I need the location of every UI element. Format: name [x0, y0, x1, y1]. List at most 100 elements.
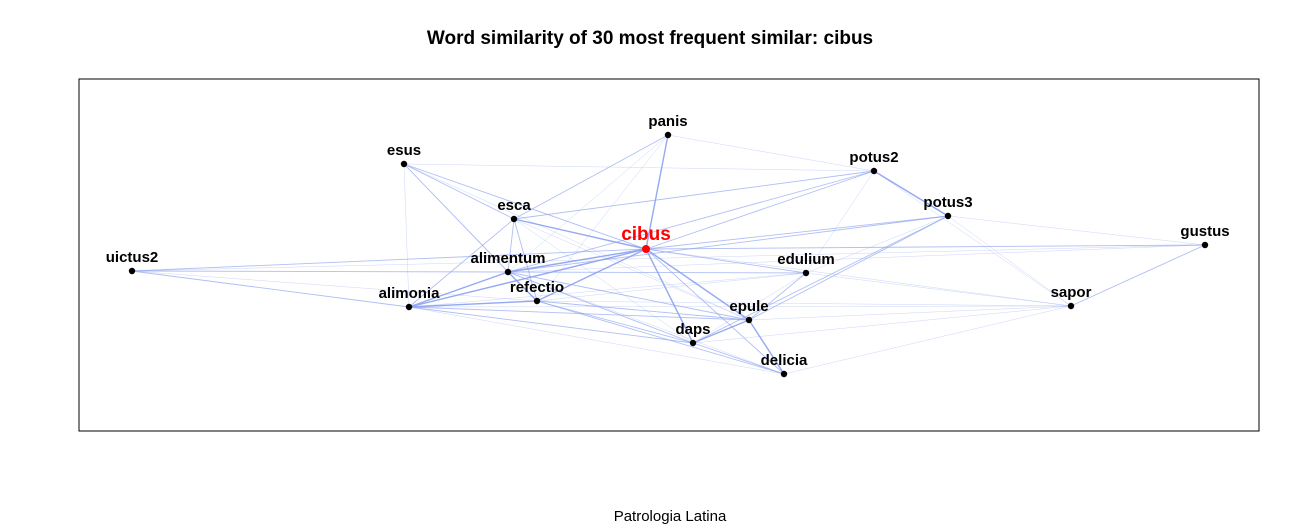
- plot-frame: [78, 78, 1260, 432]
- edge-esca-daps: [513, 218, 694, 344]
- edge-alimentum-alimonia: [408, 271, 509, 308]
- edge-esca-refectio: [513, 218, 538, 302]
- edge-cibus-esca: [513, 218, 647, 250]
- node-daps: [689, 339, 697, 347]
- edge-panis-alimentum: [507, 134, 669, 273]
- edge-esca-alimentum: [507, 218, 515, 273]
- edge-alimonia-sapor: [408, 305, 1072, 308]
- node-label-alimentum: alimentum: [470, 250, 545, 267]
- node-label-refectio: refectio: [510, 279, 564, 296]
- edge-uictus2-alimonia: [131, 270, 410, 308]
- edge-cibus-refectio: [536, 248, 647, 302]
- edge-cibus-delicia: [645, 248, 785, 375]
- node-label-cibus: cibus: [621, 224, 671, 245]
- chart-title: Word similarity of 30 most frequent simi…: [426, 28, 874, 49]
- node-label-epule: epule: [729, 298, 768, 315]
- edge-potus3-epule: [748, 215, 949, 321]
- edge-esca-epule: [513, 218, 750, 321]
- edge-refectio-epule: [536, 300, 750, 321]
- edge-epule-edulium: [748, 272, 807, 321]
- edge-cibus-sapor: [645, 248, 1072, 307]
- edge-potus3-sapor: [947, 215, 1072, 307]
- node-potus3: [944, 212, 952, 220]
- edge-cibus-alimonia: [408, 248, 647, 308]
- edge-gustus-uictus2: [131, 244, 1206, 272]
- edge-epule-daps: [692, 319, 750, 344]
- edge-alimentum-delicia: [507, 271, 785, 375]
- node-esca: [510, 215, 518, 223]
- edge-cibus-esus: [403, 163, 647, 250]
- edge-cibus-daps: [645, 248, 694, 344]
- edge-uictus2-alimentum: [131, 270, 509, 273]
- node-alimonia: [405, 303, 413, 311]
- node-esus: [400, 160, 408, 168]
- edge-refectio-edulium: [536, 272, 807, 302]
- edge-esus-potus2: [403, 163, 875, 172]
- edge-cibus-potus3: [645, 215, 949, 250]
- edge-esca-alimonia: [408, 218, 515, 308]
- edge-refectio-sapor: [536, 300, 1072, 307]
- edge-cibus-alimentum: [507, 248, 647, 273]
- edge-esus-alimentum: [403, 163, 509, 273]
- node-layer: [128, 131, 1209, 378]
- node-label-edulium: edulium: [777, 251, 835, 268]
- edge-epule-delicia: [748, 319, 785, 375]
- edge-alimentum-daps: [507, 271, 694, 344]
- edge-cibus-epule: [645, 248, 750, 321]
- node-cibus: [642, 245, 650, 253]
- edge-alimonia-delicia: [408, 306, 785, 375]
- edge-cibus-potus2: [645, 170, 875, 250]
- edge-daps-edulium: [692, 272, 807, 344]
- edge-cibus-uictus2: [131, 248, 647, 272]
- edge-potus2-sapor: [873, 170, 1072, 307]
- edge-potus3-edulium: [805, 215, 949, 274]
- edge-esca-panis: [513, 134, 669, 220]
- node-label-panis: panis: [648, 113, 687, 130]
- edge-esca-potus2: [513, 170, 875, 220]
- edge-refectio-daps: [536, 300, 694, 344]
- edge-alimentum-refectio: [507, 271, 538, 302]
- node-label-gustus: gustus: [1180, 223, 1229, 240]
- edge-layer: [131, 134, 1206, 375]
- node-label-potus2: potus2: [849, 149, 898, 166]
- edge-gustus-sapor: [1070, 244, 1206, 307]
- edge-cibus-gustus: [645, 244, 1206, 250]
- edge-daps-sapor: [692, 305, 1072, 344]
- node-gustus: [1201, 241, 1209, 249]
- edge-delicia-sapor: [783, 305, 1072, 375]
- edge-epule-sapor: [748, 305, 1072, 321]
- edge-potus2-edulium: [805, 170, 875, 274]
- edge-esus-epule: [403, 163, 750, 321]
- edge-alimonia-refectio: [408, 300, 538, 308]
- edge-panis-potus2: [667, 134, 875, 172]
- edge-refectio-delicia: [536, 300, 785, 375]
- edge-alimentum-edulium: [507, 271, 807, 274]
- node-label-potus3: potus3: [923, 194, 972, 211]
- node-label-alimonia: alimonia: [379, 285, 441, 302]
- edge-cibus-edulium: [645, 248, 807, 274]
- edge-uictus2-refectio: [131, 270, 538, 302]
- node-label-sapor: sapor: [1051, 284, 1092, 301]
- edge-potus3-gustus: [947, 215, 1206, 246]
- label-layer: cibus panis esus potus2 potus3 esca gustus uict…: [106, 113, 1230, 369]
- edge-gustus-alimentum: [507, 244, 1206, 273]
- edge-alimentum-epule: [507, 271, 750, 321]
- edge-panis-refectio: [536, 134, 669, 302]
- edge-daps-delicia: [692, 342, 785, 375]
- edge-potus3-alimentum: [507, 215, 949, 273]
- edge-cibus-panis: [645, 134, 669, 250]
- edge-alimonia-edulium: [408, 272, 807, 308]
- edge-potus3-daps: [692, 215, 949, 344]
- edge-edulium-sapor: [805, 272, 1072, 307]
- edge-potus2-potus3: [873, 170, 949, 217]
- node-label-esus: esus: [387, 142, 421, 159]
- node-delicia: [780, 370, 788, 378]
- node-edulium: [802, 269, 810, 277]
- node-alimentum: [504, 268, 512, 276]
- node-label-daps: daps: [675, 321, 710, 338]
- edge-esus-alimonia: [403, 163, 410, 308]
- edge-alimonia-daps: [408, 306, 694, 344]
- node-label-delicia: delicia: [761, 352, 808, 369]
- node-potus2: [870, 167, 878, 175]
